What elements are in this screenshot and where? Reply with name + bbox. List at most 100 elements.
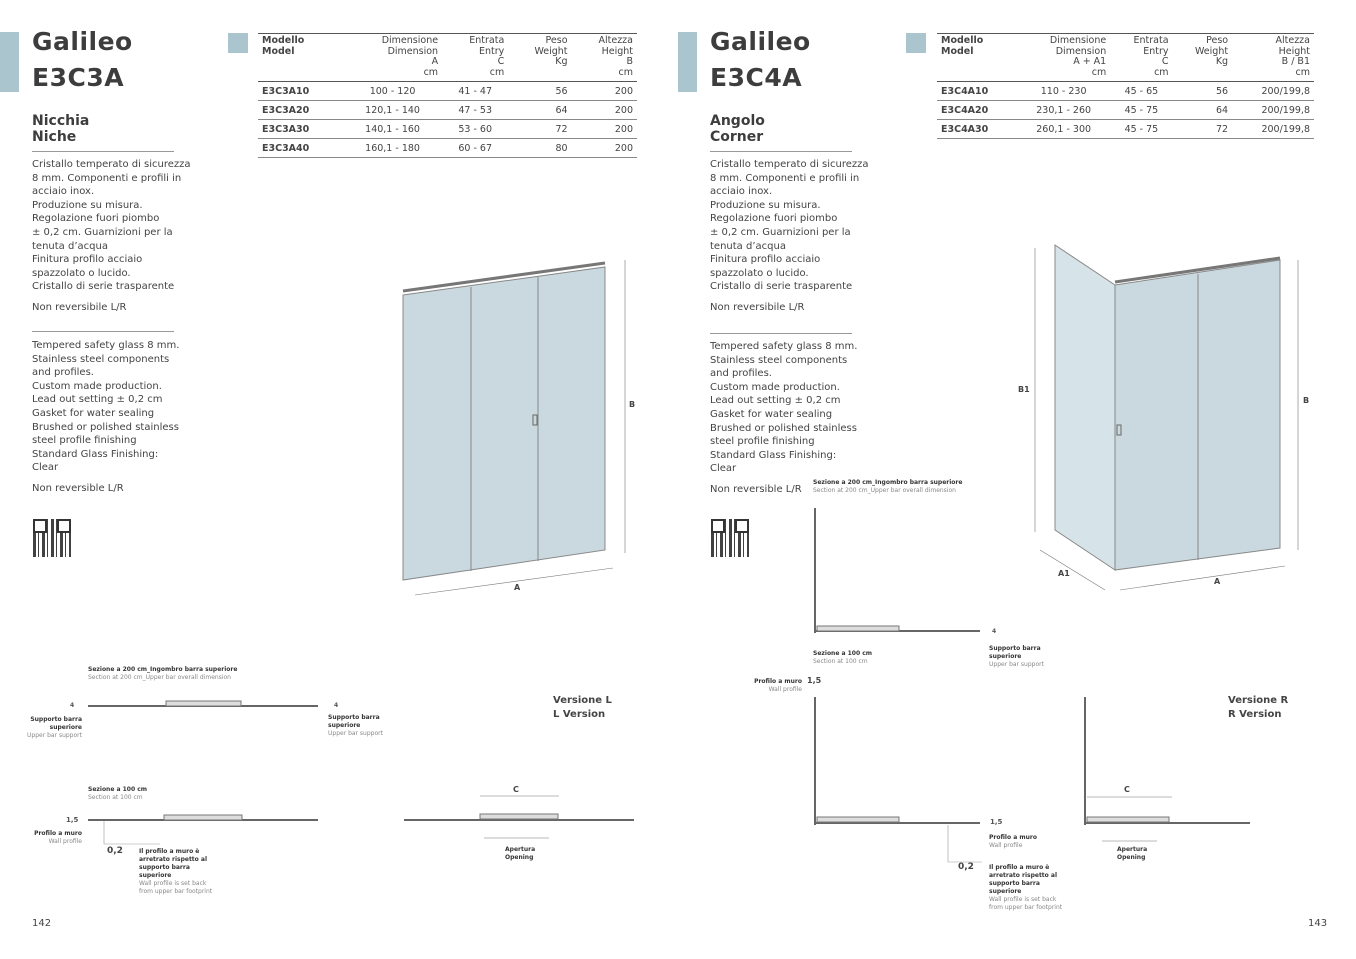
section-100-caption: Sezione a 100 cm Section at 100 cm — [813, 650, 873, 665]
column-header: Dimensione Dimension A cm — [343, 33, 443, 82]
table-cell: 47 - 53 — [442, 100, 509, 120]
column-header: Altezza Height B cm — [571, 33, 637, 82]
dimension-a-label: A — [1214, 577, 1221, 586]
table-row: E3C4A30 260,1 - 300 45 - 75 72 200/199,8 — [937, 119, 1314, 139]
type-en: Corner — [710, 129, 764, 145]
title-line2: E3C3A — [32, 63, 125, 92]
table-row: E3C3A10 100 - 120 41 - 47 56 200 — [258, 81, 637, 101]
opening-plan-drawing — [404, 795, 634, 839]
table-cell: 45 - 75 — [1110, 119, 1173, 139]
wall-profile-label: Profilo a muro Wall profile — [34, 830, 82, 845]
table-cell: 110 - 230 — [1017, 81, 1111, 101]
shower-niche-drawing — [402, 260, 626, 596]
column-header: Entrata Entry C cm — [1110, 33, 1173, 82]
description-en: Tempered safety glass 8 mm. Stainless st… — [710, 341, 858, 475]
dimension-c-label: C — [513, 785, 519, 794]
table-cell: 120,1 - 140 — [343, 100, 443, 120]
table-cell: 72 — [508, 119, 572, 139]
table-cell: 41 - 47 — [442, 81, 509, 101]
side-glass-panel — [1054, 244, 1116, 571]
type-it: Angolo — [710, 113, 765, 129]
opening-plan-drawing — [1084, 697, 1250, 842]
divider — [32, 331, 174, 332]
table-cell: E3C3A30 — [258, 119, 344, 139]
table-cell: 60 - 67 — [442, 138, 509, 158]
table-cell: E3C4A30 — [937, 119, 1018, 139]
val-15: 1,5 — [990, 818, 1003, 826]
dimension-b1-label: B1 — [1018, 385, 1030, 394]
table-cell: 140,1 - 160 — [343, 119, 443, 139]
column-header: Altezza Height B / B1 cm — [1232, 33, 1314, 82]
dimension-b-label: B — [629, 400, 636, 409]
table-cell: E3C3A10 — [258, 81, 344, 101]
section-200-caption: Sezione a 200 cm_Ingombro barra superior… — [88, 666, 238, 681]
type-en: Niche — [32, 129, 77, 145]
product-type: Nicchia Niche — [32, 113, 89, 145]
title-line2: E3C4A — [710, 63, 803, 92]
divider — [710, 333, 852, 334]
section-100-drawing — [88, 814, 318, 845]
table-cell: 200 — [571, 81, 637, 101]
table-cell: 200 — [571, 138, 637, 158]
spec-table: Modello Model Dimensione Dimension A cm En… — [258, 33, 637, 158]
column-header: Modello Model — [258, 33, 344, 82]
reversible-en: Non reversible L/R — [710, 484, 802, 495]
table-cell: 53 - 60 — [442, 119, 509, 139]
table-row: E3C3A40 160,1 - 180 60 - 67 80 200 — [258, 138, 637, 158]
type-it: Nicchia — [32, 113, 90, 129]
column-header: Peso Weight Kg — [508, 33, 572, 82]
table-cell: 160,1 - 180 — [343, 138, 443, 158]
section-100-drawing — [814, 697, 982, 863]
dimension-a1-label: A1 — [1058, 569, 1070, 578]
table-cell: 64 — [1172, 100, 1233, 120]
val-4: 4 — [992, 628, 997, 635]
table-row: E3C3A30 140,1 - 160 53 - 60 72 200 — [258, 119, 637, 139]
table-cell: 200/199,8 — [1232, 81, 1314, 101]
description-it: Cristallo temperato di sicurezza 8 mm. C… — [710, 159, 869, 293]
upper-bar-support: Supporto barra superiore Upper bar suppor… — [989, 645, 1044, 668]
table-cell: 200/199,8 — [1232, 119, 1314, 139]
table-cell: 45 - 65 — [1110, 81, 1173, 101]
section-200-drawing — [88, 700, 318, 707]
title-line1: Galileo — [32, 27, 133, 56]
title-line1: Galileo — [710, 27, 811, 56]
accent-bar — [0, 32, 19, 92]
glass-panel — [402, 266, 606, 581]
upper-bar-support-left: Supporto barra superiore Upper bar suppor… — [27, 716, 82, 739]
wall-profile-label: Profilo a muro Wall profile — [989, 834, 1037, 849]
section-200-drawing — [814, 508, 980, 633]
table-cell: E3C3A40 — [258, 138, 344, 158]
table-cell: E3C3A20 — [258, 100, 344, 120]
reversible-en: Non reversible L/R — [32, 483, 124, 494]
table-cell: 64 — [508, 100, 572, 120]
spec-table: Modello Model Dimensione Dimension A + A1… — [937, 33, 1314, 139]
opening-label: Apertura Opening — [1117, 846, 1148, 861]
val-4-left: 4 — [70, 702, 75, 709]
page-number: 143 — [1308, 918, 1328, 929]
table-cell: 200 — [571, 119, 637, 139]
upper-bar-support-right: Supporto barra superiore Upper bar suppor… — [328, 714, 383, 737]
accent-bar — [678, 32, 697, 92]
val-4-right: 4 — [334, 702, 339, 709]
table-row: E3C4A10 110 - 230 45 - 65 56 200/199,8 — [937, 81, 1314, 101]
table-cell: 100 - 120 — [343, 81, 443, 101]
section-100-caption: Sezione a 100 cm Section at 100 cm — [88, 786, 148, 801]
table-cell: 260,1 - 300 — [1017, 119, 1111, 139]
table-cell: 230,1 - 260 — [1017, 100, 1111, 120]
setback-note: Il profilo a muro è arretrato rispetto a… — [139, 848, 213, 895]
table-cell: 45 - 75 — [1110, 100, 1173, 120]
qr-code[interactable] — [33, 519, 71, 557]
opening-label: Apertura Opening — [505, 846, 536, 861]
product-type: Angolo Corner — [710, 113, 765, 145]
table-row: E3C3A20 120,1 - 140 47 - 53 64 200 — [258, 100, 637, 120]
description-it: Cristallo temperato di sicurezza 8 mm. C… — [32, 159, 191, 293]
table-cell: 80 — [508, 138, 572, 158]
description-en: Tempered safety glass 8 mm. Stainless st… — [32, 340, 180, 474]
accent-square — [228, 33, 248, 53]
accent-square — [906, 33, 926, 53]
qr-code[interactable] — [711, 519, 749, 557]
divider — [32, 151, 174, 152]
section-200-caption: Sezione a 200 cm_Ingombro barra superior… — [813, 479, 963, 494]
